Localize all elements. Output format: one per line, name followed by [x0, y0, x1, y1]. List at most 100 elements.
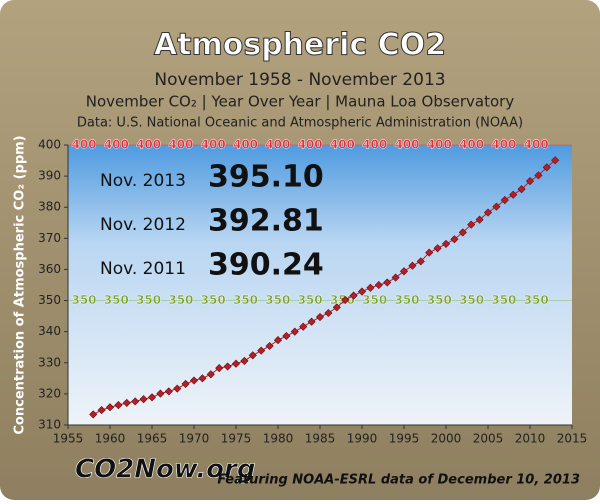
subtitle: November 1958 - November 2013: [154, 70, 445, 90]
marker: [517, 185, 526, 194]
marker: [324, 308, 333, 318]
marker: [441, 239, 451, 248]
marker: [206, 370, 215, 379]
marker: [105, 403, 115, 412]
y-tick-label: 350: [38, 293, 61, 307]
reference-label: 350: [233, 293, 258, 307]
reference-label: 400: [427, 138, 452, 152]
reference-label: 400: [265, 138, 290, 152]
marker: [332, 303, 341, 312]
marker: [265, 341, 274, 351]
reference-label: 400: [491, 138, 516, 152]
x-tick-label: 2005: [473, 432, 504, 446]
reference-label: 400: [168, 138, 193, 152]
marker: [551, 156, 560, 165]
reference-label: 400: [201, 138, 226, 152]
marker: [122, 398, 131, 407]
footer: Featuring NOAA-ESRL data of December 10,…: [217, 473, 580, 488]
marker: [89, 410, 98, 419]
y-tick-label: 330: [38, 355, 61, 369]
marker: [416, 257, 425, 266]
x-tick-label: 1965: [137, 432, 168, 446]
marker: [349, 291, 358, 300]
marker: [147, 393, 157, 402]
y-tick-label: 360: [38, 262, 61, 276]
marker: [399, 267, 409, 276]
y-tick-label: 340: [38, 324, 61, 338]
callout-label: Nov. 2012: [100, 215, 186, 235]
marker: [282, 331, 291, 341]
x-tick-label: 1970: [179, 432, 210, 446]
marker: [341, 295, 350, 304]
chart-title: Atmospheric CO2: [154, 28, 446, 63]
marker: [509, 190, 518, 199]
marker: [240, 356, 249, 365]
marker: [198, 374, 207, 383]
y-tick-label: 390: [38, 169, 61, 183]
reference-label: 350: [394, 293, 419, 307]
callout-value: 390.24: [208, 248, 324, 283]
marker: [433, 244, 442, 253]
marker: [248, 351, 257, 360]
marker: [215, 364, 224, 373]
subtitle: November CO₂ | Year Over Year | Mauna Lo…: [86, 93, 515, 111]
x-tick-label: 2010: [515, 432, 546, 446]
x-tick-label: 2015: [557, 432, 588, 446]
marker: [475, 215, 484, 224]
callout-label: Nov. 2011: [100, 259, 186, 279]
marker: [483, 208, 493, 217]
reference-label: 350: [201, 293, 226, 307]
marker: [257, 346, 266, 355]
plot-area: [68, 145, 572, 425]
marker: [307, 317, 316, 326]
reference-label: 350: [265, 293, 290, 307]
marker: [492, 202, 501, 211]
marker: [374, 280, 383, 290]
y-tick-label: 320: [38, 386, 61, 400]
marker: [97, 406, 106, 415]
reference-label: 350: [362, 293, 387, 307]
marker: [231, 359, 241, 368]
marker: [450, 235, 459, 244]
reference-label: 350: [524, 293, 549, 307]
marker: [408, 261, 417, 270]
x-tick-label: 1980: [263, 432, 294, 446]
reference-label: 350: [298, 293, 323, 307]
reference-label: 400: [362, 138, 387, 152]
callout-label: Nov. 2013: [100, 171, 186, 191]
marker: [391, 273, 400, 282]
reference-label: 350: [136, 293, 161, 307]
reference-label: 400: [459, 138, 484, 152]
reference-label: 400: [71, 138, 96, 152]
x-tick-label: 1960: [95, 432, 126, 446]
y-tick-label: 380: [38, 200, 61, 214]
reference-label: 350: [71, 293, 96, 307]
marker: [500, 196, 509, 205]
x-tick-label: 1995: [389, 432, 420, 446]
marker: [525, 177, 535, 186]
reference-label: 400: [136, 138, 161, 152]
marker: [425, 248, 434, 257]
reference-label: 350: [427, 293, 452, 307]
reference-label: 350: [168, 293, 193, 307]
marker: [315, 313, 325, 322]
marker: [189, 376, 199, 385]
logo: CO2Now.org: [75, 455, 255, 485]
y-axis-label: Concentration of Atmospheric CO₂ (ppm): [13, 135, 28, 434]
y-tick-label: 370: [38, 231, 61, 245]
marker: [467, 220, 476, 229]
marker: [357, 287, 367, 296]
marker: [458, 228, 467, 237]
callout-value: 395.10: [208, 160, 324, 195]
marker: [542, 163, 551, 172]
reference-label: 350: [459, 293, 484, 307]
reference-label: 350: [104, 293, 129, 307]
marker: [139, 395, 148, 404]
marker: [173, 384, 182, 393]
marker: [181, 379, 190, 388]
source: Data: U.S. National Oceanic and Atmosphe…: [77, 116, 523, 131]
reference-label: 400: [394, 138, 419, 152]
reference-label: 400: [298, 138, 323, 152]
marker: [534, 171, 543, 180]
x-tick-label: 1985: [305, 432, 336, 446]
